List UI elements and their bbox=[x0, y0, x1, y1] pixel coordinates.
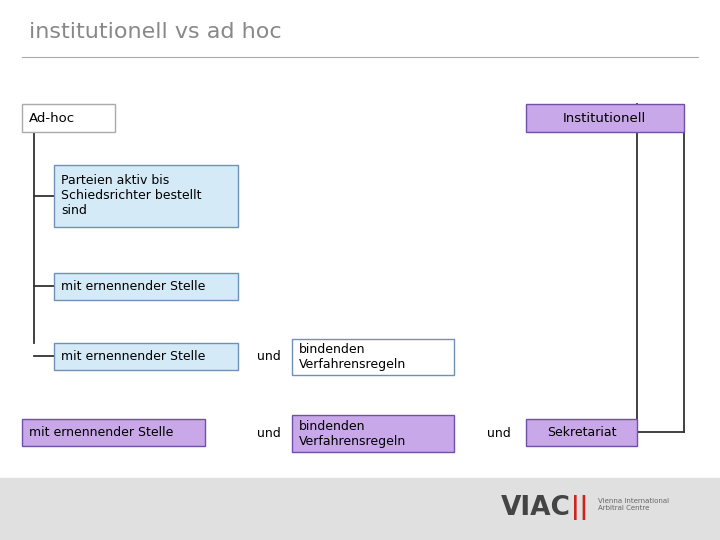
FancyBboxPatch shape bbox=[22, 104, 115, 132]
Text: und: und bbox=[257, 427, 280, 440]
Text: Vienna International
Arbitral Centre: Vienna International Arbitral Centre bbox=[598, 498, 669, 511]
FancyBboxPatch shape bbox=[292, 339, 454, 375]
Text: Parteien aktiv bis
Schiedsrichter bestellt
sind: Parteien aktiv bis Schiedsrichter bestel… bbox=[61, 174, 202, 217]
Text: mit ernennender Stelle: mit ernennender Stelle bbox=[61, 280, 206, 293]
Text: bindenden
Verfahrensregeln: bindenden Verfahrensregeln bbox=[299, 420, 406, 448]
Text: mit ernennender Stelle: mit ernennender Stelle bbox=[61, 350, 206, 363]
Text: und: und bbox=[257, 350, 280, 363]
Bar bbox=[0, 478, 720, 540]
Text: mit ernennender Stelle: mit ernennender Stelle bbox=[29, 426, 174, 438]
FancyBboxPatch shape bbox=[54, 273, 238, 300]
Text: Sekretariat: Sekretariat bbox=[546, 426, 616, 438]
Text: Institutionell: Institutionell bbox=[563, 112, 647, 125]
Text: institutionell vs ad hoc: institutionell vs ad hoc bbox=[29, 22, 282, 42]
FancyBboxPatch shape bbox=[54, 343, 238, 370]
FancyBboxPatch shape bbox=[54, 165, 238, 227]
Text: bindenden
Verfahrensregeln: bindenden Verfahrensregeln bbox=[299, 343, 406, 371]
Text: VIAC: VIAC bbox=[500, 495, 570, 521]
Text: und: und bbox=[487, 427, 510, 440]
FancyBboxPatch shape bbox=[292, 415, 454, 452]
FancyBboxPatch shape bbox=[526, 104, 684, 132]
Text: Ad-hoc: Ad-hoc bbox=[29, 112, 75, 125]
Text: ||: || bbox=[571, 495, 588, 520]
FancyBboxPatch shape bbox=[22, 418, 205, 445]
FancyBboxPatch shape bbox=[526, 418, 637, 445]
